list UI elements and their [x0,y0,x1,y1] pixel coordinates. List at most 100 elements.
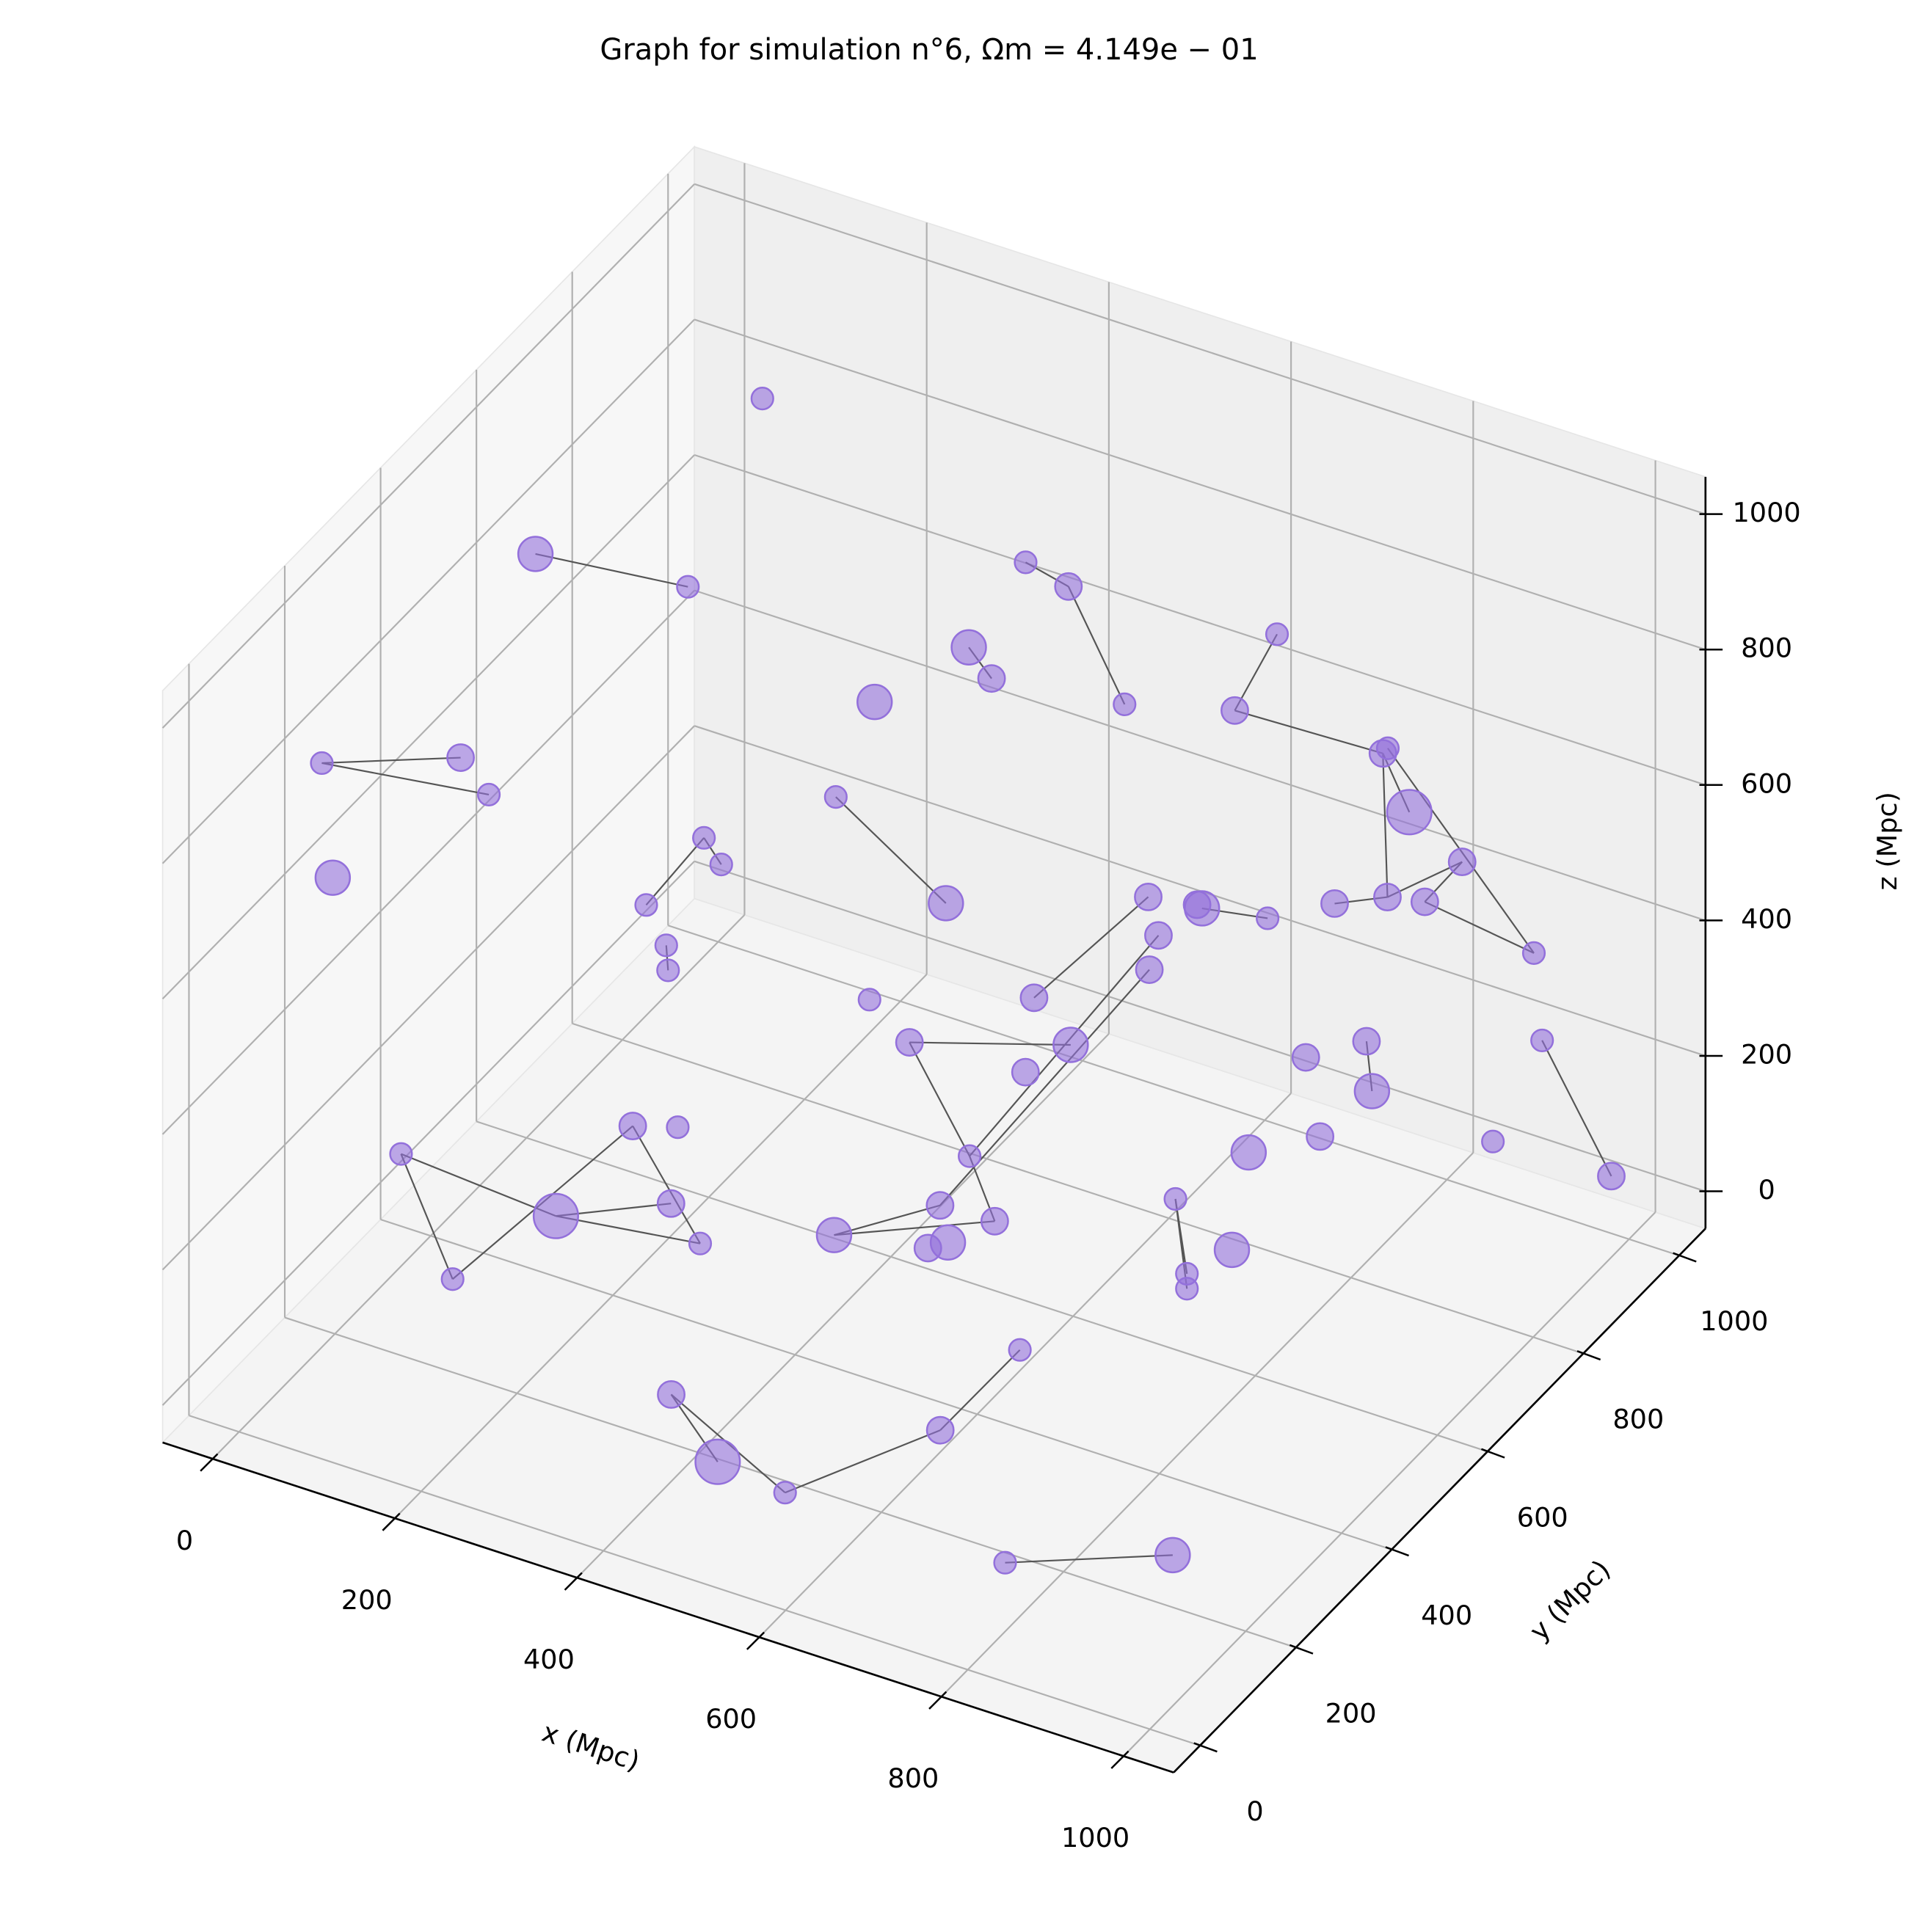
point [980,1206,1009,1236]
grid-line [694,589,1706,922]
grid-line [667,925,1680,1257]
grid-line [940,1152,1474,1698]
point [1054,572,1083,601]
point [823,785,848,809]
point [1320,889,1349,918]
edge [834,1204,941,1236]
y-tick-label: 0 [1246,1796,1263,1827]
point [977,664,1006,693]
y-axis-label: y (Mpc) [1524,1553,1617,1647]
grid-line [189,1415,1201,1746]
point [694,1438,741,1485]
z-tick-label: 1000 [1732,497,1800,528]
edge [909,1041,1071,1046]
point [1134,882,1163,911]
edge [939,1349,1021,1431]
y-tick-label: 200 [1325,1697,1377,1729]
point [1256,906,1280,930]
grid-line [161,861,695,1406]
point [750,387,774,411]
point [1175,1277,1199,1301]
point [895,1028,924,1057]
grid-line [212,914,746,1459]
point [446,743,476,772]
y-axis [1173,1228,1706,1774]
point [688,1231,713,1255]
point [676,575,700,599]
edge [400,1153,454,1280]
y-tick-label: 800 [1612,1404,1664,1435]
point [1265,622,1289,646]
z-tick-label: 0 [1758,1174,1775,1206]
grid-line [1123,1211,1656,1757]
edge [1033,896,1149,999]
point [709,853,733,877]
point [476,782,501,807]
z-axis-label: z (Mpc) [1871,792,1903,890]
y-tick-label: 400 [1421,1600,1472,1631]
point [1352,1027,1381,1056]
x-axis [162,1441,1174,1774]
point [1163,1186,1187,1211]
x-tick [928,1691,947,1710]
point [957,1144,982,1168]
grid-line [694,453,1706,786]
point [1373,883,1402,912]
point [532,1192,579,1239]
point [1230,1134,1267,1171]
edge [1541,1040,1612,1177]
point [634,893,658,917]
grid-line [161,589,695,1135]
point [950,629,987,666]
y-tick [1673,1252,1697,1263]
x-tick [1110,1750,1130,1769]
edge [632,1126,701,1244]
x-tick-label: 200 [341,1584,393,1616]
x-tick-label: 1000 [1061,1822,1130,1853]
edge [1382,753,1389,897]
point [857,988,881,1012]
edge [1067,586,1126,705]
point [389,1142,413,1166]
z-tick-label: 800 [1741,633,1792,664]
point [1291,1043,1320,1072]
grid-line [394,974,928,1519]
grid-line [576,1033,1110,1578]
point [1182,890,1212,919]
edge [1234,633,1278,711]
y-tick [1193,1742,1218,1753]
y-tick-label: 1000 [1700,1305,1768,1337]
point [1353,1073,1391,1109]
edge [556,1215,701,1244]
point [1410,887,1439,916]
point [1597,1162,1626,1191]
point [1530,1028,1554,1053]
z-tick-label: 400 [1741,903,1792,935]
point [1014,550,1038,575]
edge [785,1429,941,1494]
edge [909,1042,971,1157]
x-tick-label: 800 [887,1763,939,1794]
grid-line [694,318,1706,651]
point [310,751,334,776]
point [657,1380,685,1409]
x-axis-label: x (Mpc) [538,1716,643,1777]
point [856,683,893,721]
point [993,1550,1017,1575]
y-tick [1481,1448,1505,1459]
z-tick-label: 200 [1741,1038,1792,1070]
edge [1005,1554,1173,1564]
edge [535,553,688,588]
point [1368,739,1397,768]
y-tick [1576,1350,1601,1361]
edge [401,1153,556,1217]
point [1052,1027,1089,1063]
y-tick [1289,1644,1314,1655]
point [1481,1129,1505,1153]
point [925,1415,955,1445]
point [928,885,964,922]
point [666,1115,690,1140]
point [1447,847,1477,877]
z-tick-label: 600 [1741,768,1792,799]
